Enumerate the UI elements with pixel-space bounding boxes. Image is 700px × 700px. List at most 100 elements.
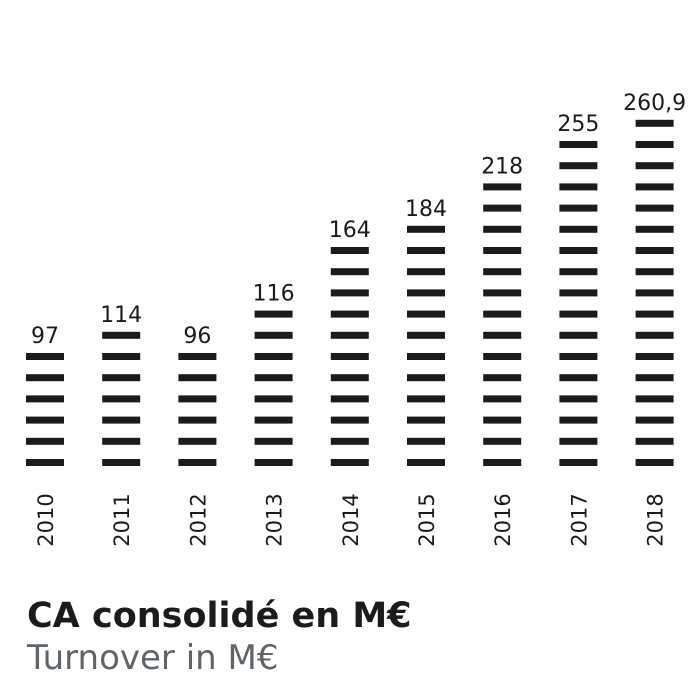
category-label-2010: 2010 <box>34 493 58 546</box>
bar-2016 <box>483 183 522 466</box>
bar-segment <box>330 268 369 276</box>
bar-segment <box>407 331 445 339</box>
bar-segment <box>483 289 522 297</box>
bar-segment <box>635 289 674 297</box>
bar-segment <box>635 374 674 382</box>
bar-2013 <box>254 310 293 466</box>
bar-segment <box>407 437 445 445</box>
bar-segment <box>635 225 674 233</box>
bar-segment <box>26 353 64 360</box>
bar-segment <box>254 374 293 382</box>
bar-segment <box>330 395 369 403</box>
bar-segment <box>635 395 674 403</box>
bar-segment <box>635 437 674 445</box>
bar-segment <box>483 374 522 382</box>
bar-segment <box>407 395 445 403</box>
bar-segment <box>483 437 522 445</box>
bar-segment <box>559 395 598 403</box>
bar-segment <box>483 268 522 276</box>
bar-2012 <box>178 353 217 466</box>
bar-segment <box>407 416 445 424</box>
bar-segment <box>635 353 674 360</box>
bar-segment <box>102 395 141 403</box>
bar-segment <box>254 437 293 445</box>
bar-segment <box>407 225 445 233</box>
bar-segment <box>635 416 674 424</box>
bar-segment <box>635 204 674 212</box>
category-label-2014: 2014 <box>339 493 363 546</box>
category-label-2016: 2016 <box>491 493 515 546</box>
bar-segment <box>559 204 598 212</box>
bar-2014 <box>330 247 369 466</box>
bar-segment <box>559 141 598 148</box>
bar-segment <box>559 225 598 233</box>
bar-segment <box>330 374 369 382</box>
chart-subtitle: Turnover in M€ <box>27 638 279 678</box>
category-label-2011: 2011 <box>110 493 134 546</box>
bar-2015 <box>407 225 445 466</box>
bar-segment <box>635 331 674 339</box>
bar-segment <box>559 437 598 445</box>
bar-segment <box>330 353 369 360</box>
bar-segment <box>407 268 445 276</box>
bar-segment <box>483 416 522 424</box>
bar-segment <box>559 162 598 170</box>
bar-2010 <box>26 353 64 466</box>
bar-segment <box>102 353 141 360</box>
bar-segment <box>483 247 522 254</box>
bar-segment <box>178 416 217 424</box>
bar-segment <box>178 353 217 360</box>
bar-segment <box>254 395 293 403</box>
category-label-2013: 2013 <box>263 493 287 546</box>
category-label-2015: 2015 <box>415 493 439 546</box>
bar-segment <box>635 183 674 191</box>
value-label-2011: 114 <box>100 303 142 328</box>
bar-segment <box>102 331 141 339</box>
bar-segment <box>635 119 674 127</box>
bar-segment <box>559 353 598 360</box>
bar-segment <box>483 183 522 191</box>
bar-2017 <box>559 141 598 466</box>
bar-segment <box>178 437 217 445</box>
value-label-2014: 164 <box>329 218 371 243</box>
bar-segment <box>483 225 522 233</box>
bar-segment <box>559 310 598 318</box>
bar-segment <box>483 310 522 318</box>
bar-segment <box>635 162 674 170</box>
bar-segment <box>330 289 369 297</box>
bar-segment <box>559 289 598 297</box>
bar-segment <box>635 310 674 318</box>
bar-segment <box>559 183 598 191</box>
bar-segment <box>330 247 369 254</box>
bar-segment <box>559 374 598 382</box>
bar-segment <box>26 374 64 382</box>
bar-segment <box>559 416 598 424</box>
bar-segment <box>254 331 293 339</box>
bar-segment <box>407 289 445 297</box>
bar-segment <box>178 459 217 466</box>
bar-segment <box>483 459 522 466</box>
bar-segment <box>407 310 445 318</box>
bar-2018 <box>635 119 674 466</box>
bar-segment <box>407 353 445 360</box>
bar-segment <box>102 374 141 382</box>
bar-segment <box>254 459 293 466</box>
bar-segment <box>102 459 141 466</box>
bar-segment <box>102 437 141 445</box>
bar-segment <box>407 247 445 254</box>
chart-title: CA consolidé en M€ <box>27 596 412 636</box>
bar-segment <box>559 268 598 276</box>
bar-segment <box>254 353 293 360</box>
bar-segment <box>635 247 674 254</box>
bar-segment <box>635 268 674 276</box>
value-label-2016: 218 <box>481 154 523 179</box>
bar-segment <box>178 395 217 403</box>
category-label-2018: 2018 <box>644 493 668 546</box>
category-label-2012: 2012 <box>186 493 210 546</box>
bar-segment <box>559 459 598 466</box>
bar-segment <box>254 416 293 424</box>
bar-segment <box>635 141 674 148</box>
value-label-2015: 184 <box>405 197 447 222</box>
bar-segment <box>483 353 522 360</box>
bar-segment <box>635 459 674 466</box>
